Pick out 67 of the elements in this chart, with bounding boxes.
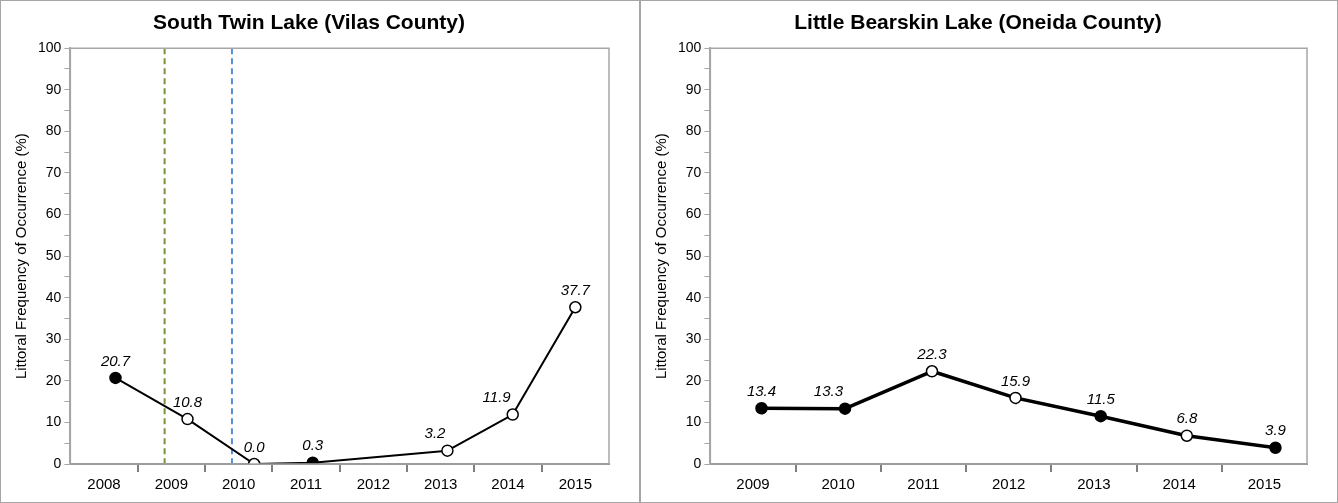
data-label: 22.3	[916, 344, 948, 362]
x-tick-label: 2014	[1162, 475, 1196, 493]
x-tick-label: 2015	[558, 475, 593, 493]
point	[181, 412, 194, 426]
point	[838, 402, 852, 415]
x-tick-label: 2008	[87, 475, 121, 493]
y-axis-title: Littoral Frequency of Occurrence (%)	[652, 133, 670, 380]
point	[1269, 441, 1282, 455]
y-tick-label: 90	[685, 80, 702, 97]
x-tick-label: 2015	[1247, 475, 1282, 493]
point	[109, 371, 122, 385]
x-tick-label: 2013	[423, 475, 458, 493]
y-tick-label: 80	[45, 122, 62, 139]
point	[1180, 429, 1194, 442]
data-label: 3.2	[424, 424, 447, 442]
y-axis-title: Littoral Frequency of Occurrence (%)	[12, 133, 30, 380]
point	[1094, 409, 1107, 423]
y-tick-label: 50	[685, 246, 702, 263]
y-tick-label: 80	[685, 122, 702, 139]
data-label: 0.3	[302, 436, 324, 454]
y-tick-label: 90	[45, 80, 62, 97]
data-label: 37.7	[560, 280, 591, 298]
chart-title: Little Bearskin Lake (Oneida County)	[794, 10, 1162, 34]
x-tick-label: 2010	[821, 475, 855, 493]
x-tick-label: 2011	[907, 475, 940, 493]
x-tick-label: 2010	[222, 475, 256, 493]
data-label: 13.4	[746, 381, 777, 399]
chart-title: South Twin Lake (Vilas County)	[153, 10, 465, 34]
data-label: 6.8	[1176, 409, 1198, 427]
x-tick-label: 2012	[356, 475, 391, 493]
y-tick-label: 10	[685, 413, 702, 430]
y-tick-label: 100	[38, 39, 62, 56]
y-tick-label: 20	[45, 371, 62, 388]
y-tick-label: 0	[693, 454, 702, 471]
data-label: 11.5	[1086, 389, 1116, 407]
y-tick-label: 60	[45, 205, 62, 222]
x-tick-label: 2013	[1077, 475, 1111, 493]
y-tick-label: 40	[45, 288, 62, 305]
y-tick-label: 100	[678, 39, 702, 56]
x-tick-label: 2009	[736, 475, 770, 493]
y-tick-label: 20	[685, 371, 702, 388]
x-tick-label: 2014	[491, 475, 525, 493]
x-tick-label: 2011	[289, 475, 323, 493]
x-tick-label: 2009	[154, 475, 189, 493]
y-tick-label: 70	[685, 163, 702, 180]
point	[441, 444, 454, 457]
y-tick-label: 40	[685, 288, 702, 305]
y-tick-label: 30	[685, 330, 702, 347]
data-label: 13.3	[813, 382, 844, 400]
point	[755, 402, 768, 415]
data-label: 0.0	[243, 437, 266, 455]
point	[1009, 391, 1022, 405]
y-tick-label: 10	[45, 413, 62, 430]
data-label: 15.9	[1000, 371, 1031, 389]
data-label: 10.8	[172, 392, 203, 410]
y-tick-label: 0	[53, 454, 62, 471]
point	[569, 300, 582, 314]
y-tick-label: 30	[45, 330, 62, 347]
data-label: 20.7	[99, 351, 131, 369]
data-label: 3.9	[1265, 421, 1287, 439]
point	[925, 365, 939, 378]
point	[506, 408, 519, 421]
data-label: 11.9	[482, 388, 512, 406]
y-tick-label: 60	[685, 205, 702, 222]
y-tick-label: 70	[45, 163, 62, 180]
y-tick-label: 50	[45, 246, 62, 263]
x-tick-label: 2012	[991, 475, 1026, 493]
